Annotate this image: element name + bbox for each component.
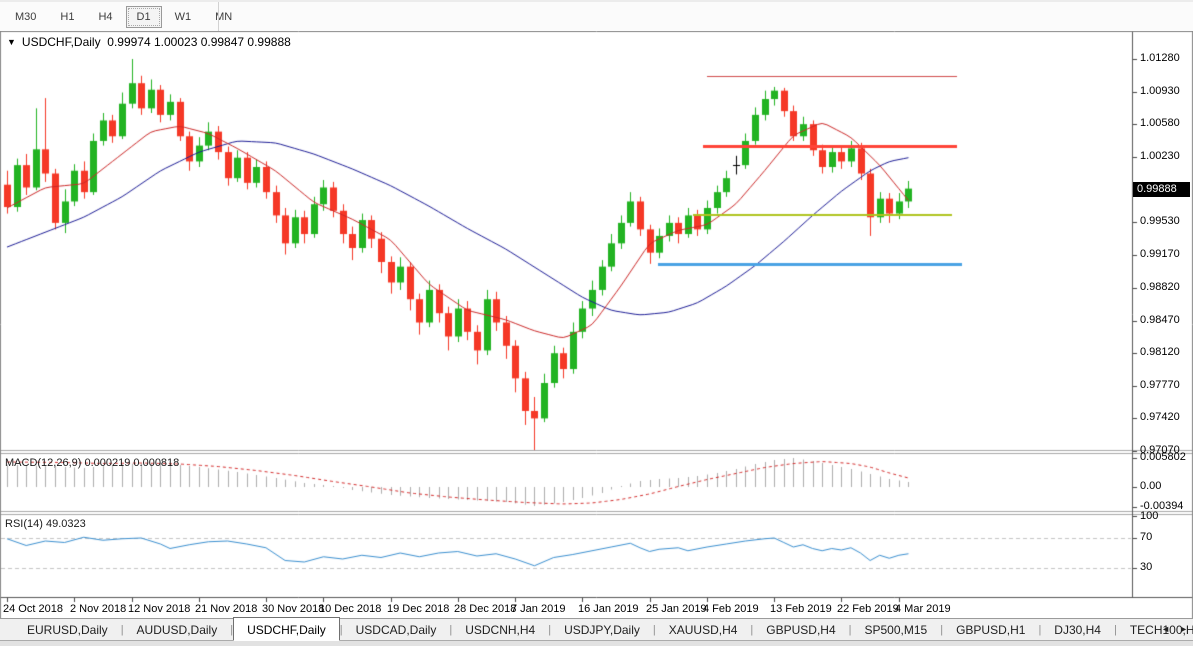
- tab-bar-bottom-strip: [0, 640, 1193, 646]
- tab-separator: |: [548, 624, 552, 636]
- tab-eurusd-daily[interactable]: EURUSD,Daily: [27, 623, 108, 637]
- tab-dj30-h4[interactable]: DJ30,H4: [1054, 623, 1101, 637]
- date-axis-label: 7 Jan 2019: [511, 603, 566, 615]
- date-axis-label: 4 Feb 2019: [703, 603, 759, 615]
- toolbar-separator: [218, 2, 219, 31]
- tab-usdcnh-h4[interactable]: USDCNH,H4: [465, 623, 536, 637]
- tab-usdchf-daily[interactable]: USDCHF,Daily: [233, 617, 340, 641]
- price-axis-label: 0.99170: [1140, 248, 1180, 260]
- price-axis-label: 0.98120: [1140, 346, 1180, 358]
- date-axis-label: 24 Oct 2018: [3, 603, 63, 615]
- tab-separator: |: [339, 624, 343, 636]
- price-axis-label: 1.00930: [1140, 85, 1180, 97]
- date-axis-label: 19 Dec 2018: [387, 603, 450, 615]
- macd-axis-label: 0.005802: [1140, 451, 1186, 463]
- macd-axis-label: 0.00: [1140, 480, 1162, 492]
- tab-separator: |: [848, 624, 852, 636]
- chart-title-ohlc: 0.99974 1.00023 0.99847 0.99888: [107, 35, 291, 49]
- tab-scroll-right-icon[interactable]: ►: [1179, 624, 1188, 634]
- price-axis-label: 0.98470: [1140, 314, 1180, 326]
- price-axis-label: 0.97070: [1140, 444, 1180, 456]
- date-axis-label: 2 Nov 2018: [70, 603, 127, 615]
- price-axis-label: 1.00230: [1140, 150, 1180, 162]
- chart-tab-bar: EURUSD,Daily | AUDUSD,Daily | USDCHF,Daily | U…: [0, 617, 1193, 646]
- date-axis-label: 10 Dec 2018: [319, 603, 382, 615]
- current-price-box: 0.99888: [1133, 182, 1190, 197]
- price-axis-label: 0.98820: [1140, 281, 1180, 293]
- tab-gbpusd-h4[interactable]: GBPUSD,H4: [766, 623, 836, 637]
- timeframe-button-mn[interactable]: MN: [215, 11, 233, 23]
- price-axis-label: 0.97770: [1140, 379, 1180, 391]
- tab-separator: |: [1113, 624, 1117, 636]
- tab-sp500-m15[interactable]: SP500,M15: [864, 623, 928, 637]
- tab-separator: |: [940, 624, 944, 636]
- date-axis-label: 4 Mar 2019: [895, 603, 951, 615]
- price-axis-label: 1.00580: [1140, 117, 1180, 129]
- price-axis-label: 1.01280: [1140, 52, 1180, 64]
- rsi-axis-label: 100: [1140, 510, 1159, 522]
- date-axis-label: 30 Nov 2018: [262, 603, 325, 615]
- macd-indicator-label: MACD(12,26,9) 0.000219 0.000818: [5, 457, 180, 469]
- timeframe-button-w1[interactable]: W1: [174, 11, 192, 23]
- timeframe-toolbar: M30 H1 H4 D1 W1 MN: [0, 0, 1193, 31]
- date-axis-label: 16 Jan 2019: [578, 603, 639, 615]
- tab-gbpusd-h1[interactable]: GBPUSD,H1: [956, 623, 1026, 637]
- rsi-axis-label: 30: [1140, 561, 1153, 573]
- timeframe-button-h1[interactable]: H1: [60, 11, 75, 23]
- date-axis-label: 21 Nov 2018: [195, 603, 258, 615]
- timeframe-button-m30[interactable]: M30: [15, 11, 37, 23]
- chart-window: ▼ USDCHF,Daily 0.99974 1.00023 0.99847 0.…: [0, 31, 1193, 618]
- tab-separator: |: [120, 624, 124, 636]
- tab-scroll-left-icon[interactable]: ◄: [1161, 624, 1171, 634]
- symbol-dropdown-icon[interactable]: ▼: [7, 37, 16, 47]
- tab-usdcad-daily[interactable]: USDCAD,Daily: [355, 623, 437, 637]
- tab-separator: |: [449, 624, 453, 636]
- tab-usdjpy-daily[interactable]: USDJPY,Daily: [564, 623, 640, 637]
- tab-scroll-controls: ◄ ►: [1152, 624, 1188, 634]
- timeframe-button-h4[interactable]: H4: [98, 11, 113, 23]
- tab-audusd-daily[interactable]: AUDUSD,Daily: [136, 623, 218, 637]
- tab-xauusd-h4[interactable]: XAUUSD,H4: [668, 623, 738, 637]
- date-axis-label: 25 Jan 2019: [646, 603, 707, 615]
- tab-separator: |: [1038, 624, 1042, 636]
- price-axis-label: 0.99530: [1140, 215, 1180, 227]
- chart-canvas[interactable]: [0, 31, 1193, 618]
- date-axis-label: 28 Dec 2018: [454, 603, 517, 615]
- tab-separator: |: [230, 624, 234, 636]
- price-axis-label: 0.97420: [1140, 411, 1180, 423]
- date-axis-label: 13 Feb 2019: [770, 603, 832, 615]
- date-axis-label: 22 Feb 2019: [837, 603, 899, 615]
- date-axis-label: 12 Nov 2018: [128, 603, 191, 615]
- macd-axis-label: -0.00394: [1140, 500, 1184, 512]
- rsi-indicator-label: RSI(14) 49.0323: [5, 518, 86, 530]
- tab-separator: |: [652, 624, 656, 636]
- timeframe-button-d1[interactable]: D1: [125, 6, 162, 28]
- chart-title-symbol: USDCHF,Daily: [21, 35, 101, 49]
- tab-tech100-h1[interactable]: TECH100,H1: [1129, 623, 1193, 637]
- tab-separator: |: [750, 624, 754, 636]
- rsi-axis-label: 70: [1140, 531, 1153, 543]
- chart-title: ▼ USDCHF,Daily 0.99974 1.00023 0.99847 0.…: [7, 35, 291, 49]
